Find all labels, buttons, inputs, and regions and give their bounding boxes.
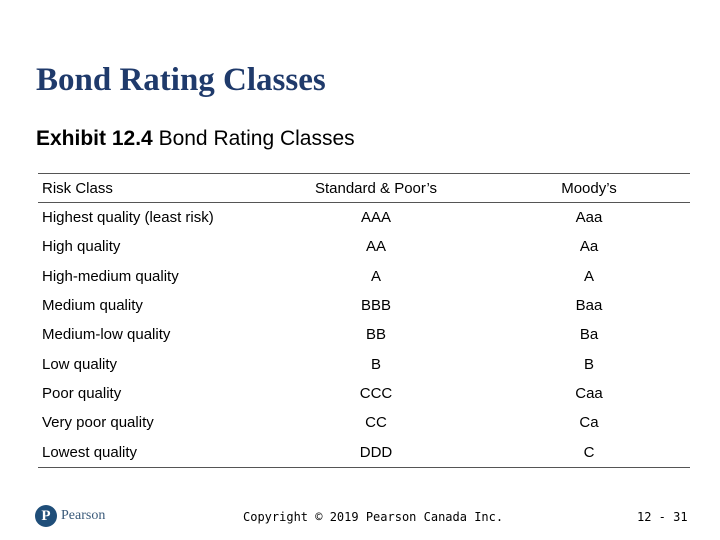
table-row: Very poor quality CC Ca <box>38 408 690 437</box>
copyright-notice: Copyright © 2019 Pearson Canada Inc. <box>243 510 504 524</box>
table-row: Medium quality BBB Baa <box>38 291 690 320</box>
risk-class-cell: High-medium quality <box>42 267 179 285</box>
moodys-rating-cell: C <box>488 437 690 468</box>
moodys-rating-cell: Caa <box>575 384 603 402</box>
sp-rating-cell: BB <box>365 326 386 344</box>
table-header-row: Risk Class Standard & Poor’s Moody’s <box>38 173 690 203</box>
sp-rating-cell: DDD <box>264 437 488 468</box>
sp-rating-cell: CC <box>365 414 387 432</box>
table-row: Medium-low quality BB Ba <box>38 320 690 349</box>
table-row: Highest quality (least risk) AAA Aaa <box>38 203 690 233</box>
exhibit-label: Exhibit 12.4 <box>36 127 153 150</box>
table-row: Low quality B B <box>38 349 690 378</box>
header-moodys: Moody’s <box>488 173 690 203</box>
moodys-rating-cell: Aa <box>579 238 599 256</box>
table-row: Lowest quality DDD C <box>38 437 690 468</box>
moodys-rating-cell: B <box>583 355 594 373</box>
moodys-rating-cell: A <box>583 267 594 285</box>
exhibit-title: Bond Rating Classes <box>158 127 355 150</box>
risk-class-cell: Lowest quality <box>38 437 264 468</box>
sp-rating-cell: B <box>370 355 381 373</box>
risk-class-cell: Medium-low quality <box>42 326 171 344</box>
header-risk-class: Risk Class <box>38 173 264 203</box>
table-row: Poor quality CCC Caa <box>38 379 690 408</box>
moodys-rating-cell: Aaa <box>575 209 603 227</box>
moodys-rating-cell: Ba <box>579 326 599 344</box>
risk-class-cell: High quality <box>42 238 121 256</box>
moodys-rating-cell: Baa <box>575 297 603 315</box>
sp-rating-cell: AA <box>365 238 386 256</box>
page-number: 12 - 31 <box>637 510 688 524</box>
moodys-rating-cell: Ca <box>579 414 599 432</box>
risk-class-cell: Medium quality <box>42 297 143 315</box>
header-standard-poors: Standard & Poor’s <box>264 173 488 203</box>
sp-rating-cell: BBB <box>360 297 391 315</box>
bond-rating-table: Risk Class Standard & Poor’s Moody’s Hig… <box>38 173 690 468</box>
risk-class-cell: Very poor quality <box>42 414 154 432</box>
pearson-logo: P Pearson <box>35 505 105 527</box>
slide-title: Bond Rating Classes <box>36 62 326 98</box>
sp-rating-cell: A <box>370 267 381 285</box>
pearson-logo-text: Pearson <box>61 508 106 523</box>
table-row: High-medium quality A A <box>38 262 690 291</box>
sp-rating-cell: CCC <box>359 384 393 402</box>
risk-class-cell: Low quality <box>42 355 118 373</box>
risk-class-cell: Highest quality (least risk) <box>42 209 214 227</box>
table-row: High quality AA Aa <box>38 232 690 261</box>
pearson-logo-icon: P <box>35 505 57 527</box>
sp-rating-cell: AAA <box>360 209 391 227</box>
exhibit-caption: Exhibit 12.4 Bond Rating Classes <box>36 127 355 151</box>
risk-class-cell: Poor quality <box>42 384 122 402</box>
